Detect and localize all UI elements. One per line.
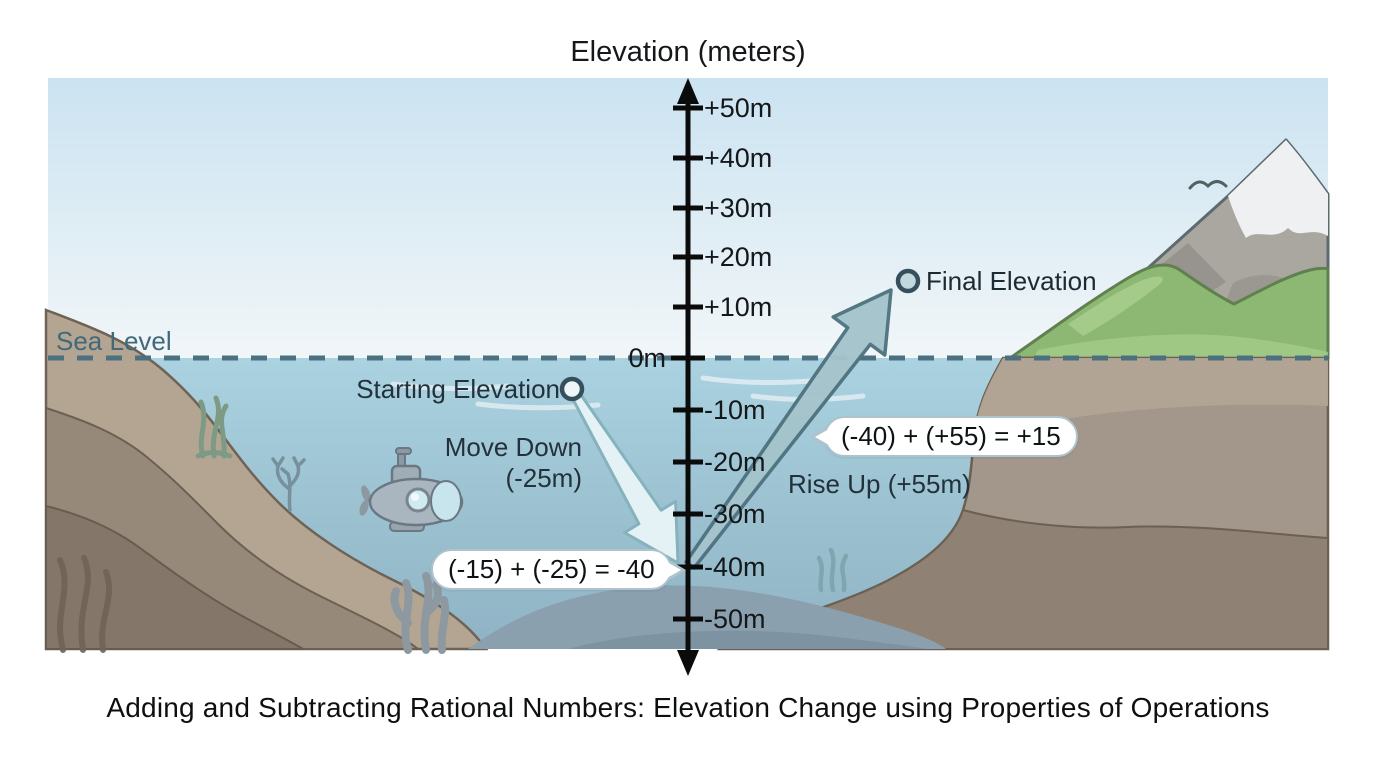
tick-label-m50: -50m	[704, 604, 766, 634]
rise-up-arrow	[684, 288, 893, 570]
seabed-sediment	[468, 585, 946, 649]
figure-caption: Adding and Subtracting Rational Numbers:…	[106, 692, 1270, 723]
move-down-arrow	[567, 385, 680, 565]
sea-level-label: Sea Level	[56, 326, 172, 356]
tick-label-m10: -10m	[704, 395, 766, 425]
move-down-line2: (-25m)	[505, 463, 582, 493]
tick-label-m40: -40m	[704, 552, 766, 582]
tick-label-zero: 0m	[628, 343, 666, 373]
move-down-line1: Move Down	[444, 432, 582, 462]
kelp-icon	[390, 572, 450, 654]
illustration	[44, 78, 1330, 676]
coral-icon	[271, 456, 306, 512]
descent-equation-bubble: (-15) + (-25) = -40	[431, 549, 686, 590]
seaweed-icon	[57, 395, 849, 654]
tick-label-p40: +40m	[704, 143, 773, 173]
scene-svg	[44, 78, 1330, 676]
elevation-axis	[671, 78, 705, 676]
start-marker	[559, 376, 585, 402]
tick-label-p10: +10m	[704, 292, 773, 322]
tick-label-m30: -30m	[704, 499, 766, 529]
final-marker	[895, 268, 921, 294]
tick-label-p20: +20m	[704, 242, 773, 272]
ascent-equation-bubble: (-40) + (+55) = +15	[810, 416, 1078, 457]
bird-icon	[1188, 180, 1228, 190]
final-elevation-label: Final Elevation	[926, 266, 1097, 296]
move-down-label: Move Down (-25m)	[402, 432, 582, 494]
submarine-icon	[359, 447, 464, 532]
green-hills	[1008, 263, 1330, 360]
rise-up-label: Rise Up (+55m)	[788, 469, 971, 499]
tick-label-m20: -20m	[704, 447, 766, 477]
figure-title: Elevation (meters)	[570, 36, 806, 68]
tick-label-p50: +50m	[704, 93, 773, 123]
starting-elevation-label: Starting Elevation	[356, 374, 560, 404]
tick-label-p30: +30m	[704, 193, 773, 223]
